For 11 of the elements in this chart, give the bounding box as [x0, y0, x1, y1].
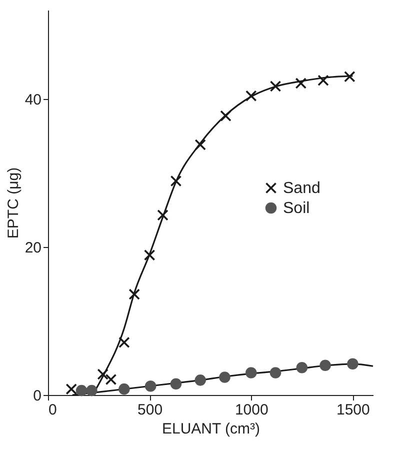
y-tick-label: 0 [33, 388, 42, 404]
x-tick-label: 1500 [336, 402, 370, 418]
x-tick-label: 1000 [234, 402, 268, 418]
y-tick-label: 40 [24, 91, 42, 108]
x-axis-title: ELUANT (cm³) [162, 420, 260, 438]
legend-label: Sand [283, 180, 320, 197]
y-axis-title: EPTC (μg) [4, 167, 22, 239]
legend-label: Soil [283, 200, 310, 217]
x-tick-label: 0 [48, 402, 57, 418]
x-tick-label: 500 [138, 402, 163, 418]
y-tick-label: 20 [24, 239, 42, 256]
